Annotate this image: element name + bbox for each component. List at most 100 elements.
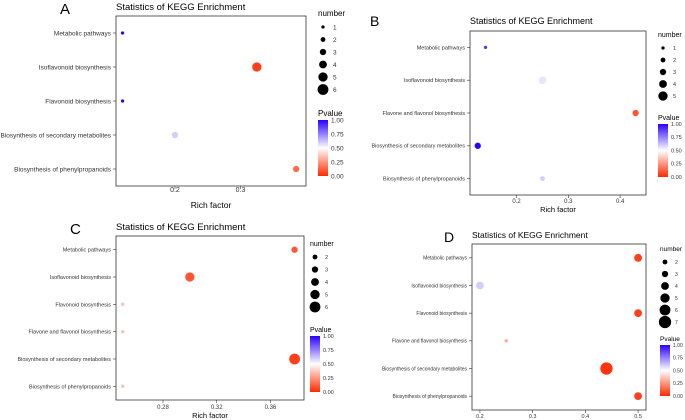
- size-legend-key: [311, 266, 319, 273]
- color-legend-bar: [658, 124, 668, 177]
- size-legend-label: 3: [675, 272, 678, 278]
- data-point: [289, 353, 300, 365]
- size-legend-label: 3: [673, 70, 676, 76]
- chart-title: Statistics of KEGG Enrichment: [472, 230, 588, 240]
- color-legend-label: 0.75: [671, 135, 682, 141]
- x-tick-label: 0.5: [634, 414, 642, 420]
- y-tick-label: Flavonoid biosynthesis: [55, 302, 111, 308]
- data-point: [121, 330, 125, 334]
- y-tick-label: Biosynthesis of phenylpropanoids: [393, 394, 468, 400]
- size-legend-label: 4: [675, 284, 678, 290]
- color-legend-label: 0.00: [331, 173, 344, 180]
- color-legend-label: 0.25: [671, 162, 682, 168]
- data-point: [291, 246, 298, 253]
- size-legend-key: [659, 80, 667, 88]
- y-tick-label: Metabolic pathways: [423, 256, 467, 262]
- panel-c: C Statistics of KEGG Enrichment Metabolic …: [17, 221, 334, 420]
- color-legend-label: 0.25: [673, 381, 683, 387]
- size-legend-key: [658, 91, 668, 101]
- panel-letter: B: [370, 13, 379, 29]
- y-tick-label: Flavone and flavonol biosynthesis: [392, 339, 468, 345]
- y-tick-label: Flavonoid biosynthesis: [416, 311, 467, 317]
- panel-b: B Statistics of KEGG Enrichment Metabolic …: [370, 13, 682, 214]
- x-tick-label: 0.2: [170, 187, 180, 194]
- y-tick-label: Isoflavonoid biosynthesis: [411, 283, 467, 289]
- data-point: [252, 62, 262, 72]
- y-tick-label: Isoflavonoid biosynthesis: [39, 64, 112, 71]
- plot-area: [115, 235, 305, 401]
- data-point: [474, 142, 481, 149]
- size-legend-key: [309, 301, 321, 313]
- chart-title: Statistics of KEGG Enrichment: [116, 2, 246, 13]
- y-tick-label: Isoflavonoid biosynthesis: [404, 78, 465, 84]
- data-point: [476, 281, 484, 290]
- x-axis-label: Rich factor: [191, 200, 232, 210]
- data-point: [632, 109, 639, 117]
- data-point: [121, 302, 125, 306]
- y-tick-label: Biosynthesis of secondary metabolites: [17, 357, 111, 363]
- color-legend-label: 0.75: [673, 356, 683, 362]
- x-tick-label: 0.2: [476, 414, 484, 420]
- size-legend-label: 4: [673, 82, 676, 88]
- size-legend-label: 4: [325, 280, 328, 286]
- size-legend-title: number: [658, 32, 682, 39]
- size-legend-key: [310, 289, 320, 300]
- data-point: [293, 165, 300, 173]
- size-legend-key: [661, 46, 665, 50]
- size-legend-key: [321, 25, 325, 29]
- color-legend-label: 0.50: [323, 362, 334, 368]
- color-legend-label: 1.00: [323, 334, 334, 340]
- panel-d: D Statistics of KEGG Enrichment Metabolic …: [382, 229, 683, 420]
- size-legend-label: 3: [333, 49, 337, 56]
- data-point: [634, 309, 642, 318]
- chart-title: Statistics of KEGG Enrichment: [470, 16, 593, 26]
- chart-title: Statistics of KEGG Enrichment: [116, 222, 246, 233]
- x-tick-label: 0.36: [265, 405, 277, 411]
- x-tick-label: 0.3: [564, 199, 573, 205]
- size-legend-key: [318, 72, 328, 82]
- data-point: [538, 76, 547, 85]
- color-legend-label: 1.00: [673, 343, 683, 349]
- x-tick-label: 0.32: [211, 405, 223, 411]
- size-legend-label: 5: [673, 94, 676, 100]
- size-legend-label: 7: [675, 320, 678, 326]
- panel-letter: A: [60, 1, 70, 18]
- x-tick-label: 0.4: [582, 414, 590, 420]
- y-tick-label: Biosynthesis of secondary metabolites: [371, 144, 465, 150]
- y-tick-label: Metabolic pathways: [54, 30, 112, 37]
- color-legend-label: 0.00: [323, 390, 334, 396]
- data-point: [504, 339, 508, 343]
- x-tick-label: 0.3: [236, 187, 246, 194]
- size-legend-key: [659, 304, 671, 316]
- y-tick-label: Metabolic pathways: [417, 45, 466, 51]
- size-legend-label: 3: [325, 267, 328, 273]
- color-legend-bar: [310, 336, 320, 392]
- size-legend-label: 6: [325, 305, 328, 311]
- panel-letter: C: [70, 221, 81, 238]
- y-tick-label: Biosynthesis of phenylpropanoids: [29, 384, 111, 390]
- color-legend-label: 0.25: [323, 376, 334, 382]
- size-legend-label: 1: [333, 24, 337, 31]
- data-point: [540, 176, 545, 182]
- color-legend-label: 1.00: [671, 122, 682, 128]
- x-axis-label: Rich factor: [540, 205, 576, 214]
- size-legend-label: 6: [675, 308, 678, 314]
- color-legend-label: 0.50: [331, 145, 344, 152]
- data-point: [600, 362, 613, 375]
- x-tick-label: 0.2: [512, 199, 521, 205]
- size-legend-title: number: [310, 241, 334, 248]
- size-legend-title: number: [318, 9, 345, 18]
- data-point: [120, 99, 125, 103]
- size-legend-key: [658, 315, 672, 329]
- data-point: [121, 384, 125, 388]
- color-legend-title: Pvalue: [660, 336, 680, 343]
- color-legend-label: 0.50: [673, 368, 683, 374]
- size-legend-key: [661, 282, 669, 290]
- size-legend-label: 6: [333, 87, 337, 94]
- y-tick-label: Metabolic pathways: [63, 248, 112, 254]
- size-legend-key: [319, 48, 327, 56]
- y-tick-label: Biosynthesis of secondary metabolites: [0, 132, 111, 139]
- color-legend-title: Pvalue: [310, 327, 332, 334]
- data-point: [634, 392, 642, 401]
- color-legend-label: 0.00: [671, 175, 682, 181]
